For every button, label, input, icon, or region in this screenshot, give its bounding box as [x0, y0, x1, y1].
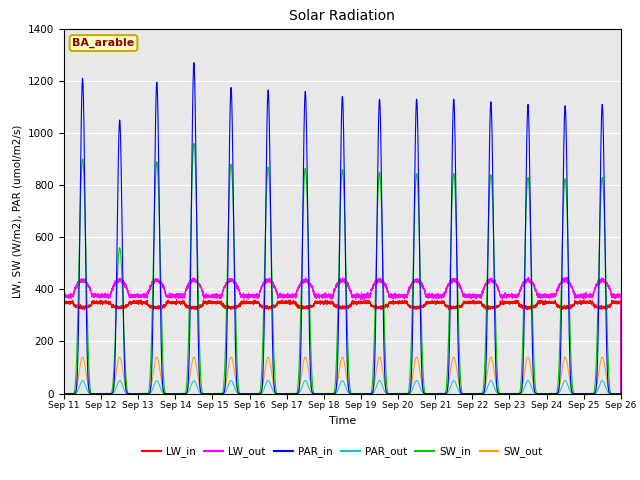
PAR_out [250, 391, 257, 396]
Line: PAR_out: PAR_out [64, 381, 621, 394]
PAR_out [587, 391, 595, 396]
SW_out [587, 391, 595, 396]
Line: SW_in: SW_in [64, 144, 621, 394]
SW_in [617, 391, 625, 396]
PAR_out [60, 391, 68, 396]
PAR_out [594, 388, 602, 394]
LW_in [483, 304, 491, 310]
SW_out [594, 379, 602, 384]
LW_in [324, 298, 332, 304]
PAR_in [250, 391, 257, 396]
Title: Solar Radiation: Solar Radiation [289, 10, 396, 24]
SW_out [60, 391, 68, 396]
LW_out [562, 274, 570, 280]
LW_out [594, 280, 602, 286]
PAR_out [79, 378, 86, 384]
Line: LW_in: LW_in [64, 300, 621, 394]
SW_in [594, 320, 602, 326]
LW_in [587, 298, 595, 304]
SW_in [250, 391, 257, 396]
Text: BA_arable: BA_arable [72, 38, 134, 48]
PAR_in [60, 391, 68, 396]
X-axis label: Time: Time [329, 416, 356, 426]
LW_out [587, 294, 595, 300]
SW_in [60, 391, 68, 396]
PAR_out [617, 391, 625, 396]
SW_out [79, 354, 86, 360]
LW_out [324, 293, 332, 299]
SW_out [324, 391, 332, 396]
SW_in [483, 292, 491, 298]
SW_in [467, 391, 475, 396]
PAR_in [587, 391, 595, 396]
SW_in [190, 141, 198, 146]
PAR_out [324, 391, 332, 396]
PAR_out [467, 391, 475, 396]
LW_out [467, 293, 475, 299]
PAR_in [467, 391, 475, 396]
PAR_in [324, 391, 332, 396]
SW_in [587, 391, 595, 396]
Line: PAR_in: PAR_in [64, 63, 621, 394]
LW_out [617, 391, 625, 396]
LW_in [467, 298, 475, 304]
Line: LW_out: LW_out [64, 277, 621, 394]
Line: SW_out: SW_out [64, 357, 621, 394]
Y-axis label: LW, SW (W/m2), PAR (umol/m2/s): LW, SW (W/m2), PAR (umol/m2/s) [12, 124, 22, 298]
LW_in [60, 299, 68, 305]
LW_out [60, 293, 68, 299]
PAR_in [594, 360, 602, 366]
PAR_in [617, 391, 625, 396]
SW_out [250, 391, 257, 396]
LW_in [617, 391, 625, 396]
SW_in [324, 391, 332, 396]
SW_out [617, 391, 625, 396]
LW_in [594, 305, 602, 311]
PAR_in [190, 60, 198, 66]
SW_out [467, 391, 475, 396]
LW_out [483, 283, 490, 289]
SW_out [483, 374, 491, 380]
LW_in [173, 297, 180, 302]
LW_out [250, 294, 257, 300]
Legend: LW_in, LW_out, PAR_in, PAR_out, SW_in, SW_out: LW_in, LW_out, PAR_in, PAR_out, SW_in, S… [138, 442, 547, 461]
PAR_out [483, 386, 491, 392]
PAR_in [483, 331, 491, 337]
LW_in [250, 300, 257, 306]
